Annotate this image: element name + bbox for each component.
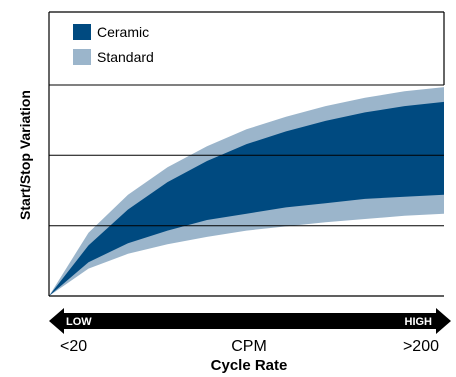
x-tick-high: >200 (403, 338, 439, 355)
gridlines (49, 84, 444, 297)
arrow-label-high: HIGH (405, 316, 433, 328)
cycle-rate-arrow: LOW HIGH (49, 308, 451, 334)
legend: Ceramic Standard (73, 24, 154, 65)
legend-label-ceramic: Ceramic (97, 24, 149, 40)
band-ceramic (49, 101, 444, 297)
legend-swatch-standard (73, 49, 91, 65)
arrow-label-low: LOW (66, 316, 92, 328)
y-axis-label: Start/Stop Variation (17, 90, 33, 220)
series-bands (49, 87, 444, 297)
x-axis-label-secondary: Cycle Rate (211, 357, 288, 374)
arrow-shape (49, 308, 451, 334)
x-tick-low: <20 (60, 338, 87, 355)
plot-frame (48, 11, 445, 296)
legend-label-standard: Standard (97, 49, 154, 65)
legend-swatch-ceramic (73, 24, 91, 40)
x-axis-label-primary: CPM (231, 338, 267, 355)
